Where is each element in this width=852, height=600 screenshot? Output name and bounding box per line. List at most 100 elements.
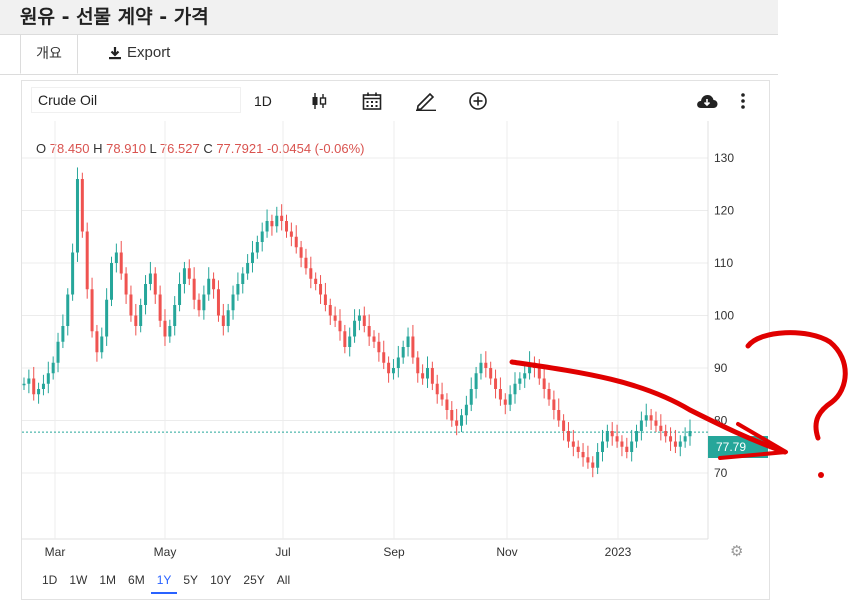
candle [673, 429, 677, 454]
annotation-question-dot [818, 472, 824, 478]
x-tick-label: Sep [383, 545, 405, 559]
symbol-input[interactable] [32, 88, 240, 112]
cloud-download-icon[interactable] [696, 89, 718, 113]
candle [100, 327, 104, 359]
candle [90, 277, 94, 338]
candle [153, 267, 157, 304]
candle [265, 209, 269, 238]
candle [566, 422, 570, 448]
x-tick-label: Jul [275, 545, 290, 559]
range-button-1m[interactable]: 1M [99, 573, 117, 587]
candle [71, 243, 75, 301]
candle [552, 390, 556, 420]
y-tick-label: 130 [714, 151, 734, 165]
interval-button[interactable]: 1D [254, 93, 272, 109]
candle [460, 408, 464, 433]
candle [498, 377, 502, 406]
pencil-icon[interactable] [415, 89, 437, 113]
candle [362, 306, 366, 333]
candle [649, 408, 653, 430]
candle [382, 340, 386, 370]
candle [683, 427, 687, 448]
y-tick-label: 100 [714, 309, 734, 323]
candle [37, 382, 41, 404]
candle [576, 440, 580, 459]
add-circle-icon[interactable] [468, 89, 488, 113]
candle [625, 437, 629, 459]
more-vert-icon[interactable] [740, 89, 746, 113]
range-button-1y[interactable]: 1Y [150, 571, 178, 594]
x-tick-label: 2023 [605, 545, 632, 559]
candle [338, 309, 342, 341]
candle [163, 309, 167, 346]
range-button-6m[interactable]: 6M [128, 573, 145, 587]
gear-icon[interactable]: ⚙ [730, 543, 744, 560]
price-chart[interactable]: 70 80 90 100 110 120 130 Mar May Jul Sep Nov 2023 [22, 81, 769, 561]
candle [630, 429, 634, 462]
candle [197, 293, 201, 317]
candle [513, 372, 517, 404]
tab-strip: 개요 Export [0, 34, 778, 75]
candle [260, 222, 264, 252]
candle [212, 272, 216, 299]
candle [187, 259, 191, 286]
candle [372, 330, 376, 349]
range-selector: 1D 1W 1M 6M 1Y 5Y 10Y 25Y All [36, 571, 296, 594]
candle [105, 288, 109, 346]
candle [41, 374, 45, 396]
chart-card: 1D [21, 80, 770, 600]
candle [319, 275, 323, 304]
candle [216, 280, 220, 322]
chart-toolbar: 1D [22, 81, 769, 121]
candle [644, 403, 648, 427]
candle [275, 206, 279, 233]
candle [377, 332, 381, 362]
tab-overview[interactable]: 개요 [20, 34, 78, 74]
candle [226, 303, 230, 333]
candle [445, 393, 449, 420]
candle [562, 414, 566, 441]
candle [401, 340, 405, 364]
candle [455, 408, 459, 436]
range-button-5y[interactable]: 5Y [183, 573, 199, 587]
candle [450, 401, 454, 427]
candlestick-icon[interactable] [311, 89, 327, 113]
candle [333, 306, 337, 328]
candle [95, 324, 99, 362]
candle [406, 327, 410, 357]
candle [56, 332, 60, 373]
range-button-10y[interactable]: 10Y [210, 573, 232, 587]
candle [299, 240, 303, 268]
candle [639, 411, 643, 441]
range-button-1d[interactable]: 1D [42, 573, 58, 587]
candle [178, 272, 182, 312]
candle [591, 456, 595, 478]
candle [669, 427, 673, 451]
candle [168, 319, 172, 343]
candle [396, 345, 400, 378]
candle [367, 314, 371, 346]
candle [241, 267, 245, 294]
range-button-25y[interactable]: 25Y [243, 573, 265, 587]
candle [635, 424, 639, 448]
candle [85, 222, 89, 299]
x-tick-label: Mar [45, 545, 66, 559]
candle [32, 366, 36, 401]
candle [289, 222, 293, 247]
y-tick-label: 120 [714, 204, 734, 218]
candle [353, 309, 357, 343]
ohlc-low: 76.527 [159, 141, 200, 156]
export-button[interactable]: Export [108, 44, 170, 61]
candle [605, 424, 609, 448]
candle [581, 443, 585, 467]
candle [343, 324, 347, 354]
calendar-icon[interactable] [362, 89, 382, 113]
candle [22, 377, 26, 391]
candle [547, 382, 551, 406]
range-button-1w[interactable]: 1W [69, 573, 88, 587]
candle [416, 351, 420, 383]
candle [309, 256, 313, 289]
candle [51, 356, 55, 380]
range-button-all[interactable]: All [276, 573, 291, 587]
candle [27, 369, 31, 394]
